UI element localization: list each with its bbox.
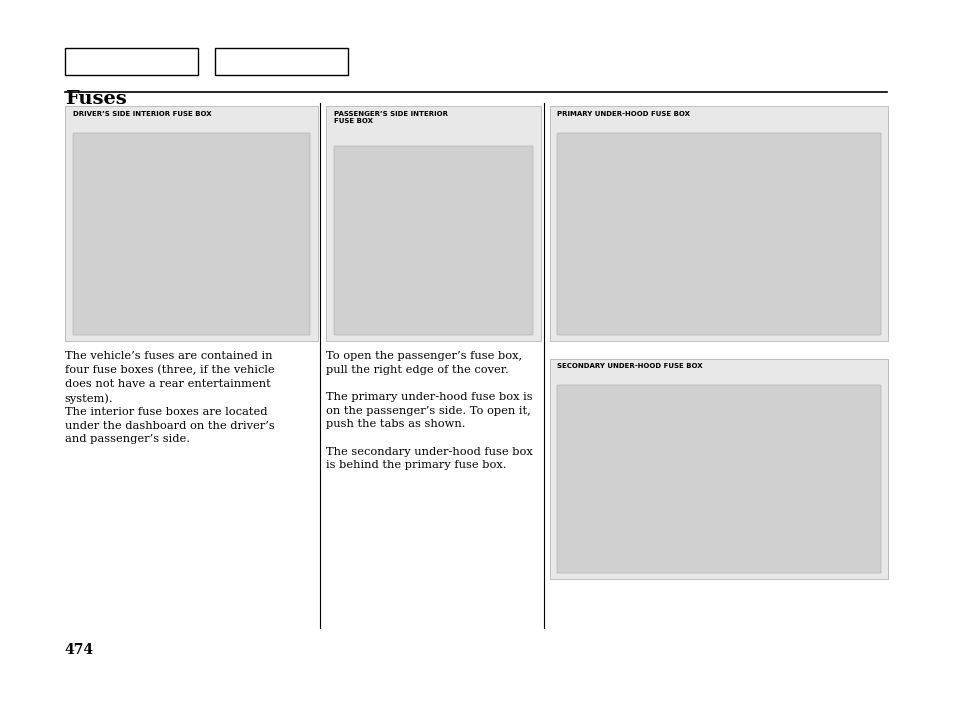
Text: PRIMARY UNDER-HOOD FUSE BOX: PRIMARY UNDER-HOOD FUSE BOX <box>557 111 689 116</box>
Text: SECONDARY UNDER-HOOD FUSE BOX: SECONDARY UNDER-HOOD FUSE BOX <box>557 363 702 368</box>
Bar <box>65 48 198 75</box>
Bar <box>72 133 310 335</box>
Bar <box>334 146 533 335</box>
Bar <box>557 385 880 573</box>
Text: Fuses: Fuses <box>65 90 127 108</box>
Text: 474: 474 <box>65 643 94 657</box>
Text: PASSENGER’S SIDE INTERIOR
FUSE BOX: PASSENGER’S SIDE INTERIOR FUSE BOX <box>334 111 447 124</box>
Text: To open the passenger’s fuse box,
pull the right edge of the cover.

The primary: To open the passenger’s fuse box, pull t… <box>326 351 533 470</box>
Bar <box>557 133 880 335</box>
Bar <box>326 106 540 341</box>
Bar <box>65 106 317 341</box>
Text: The vehicle’s fuses are contained in
four fuse boxes (three, if the vehicle
does: The vehicle’s fuses are contained in fou… <box>65 351 274 444</box>
Bar <box>549 359 887 579</box>
Text: DRIVER’S SIDE INTERIOR FUSE BOX: DRIVER’S SIDE INTERIOR FUSE BOX <box>72 111 211 116</box>
Bar <box>214 48 348 75</box>
Bar <box>549 106 887 341</box>
